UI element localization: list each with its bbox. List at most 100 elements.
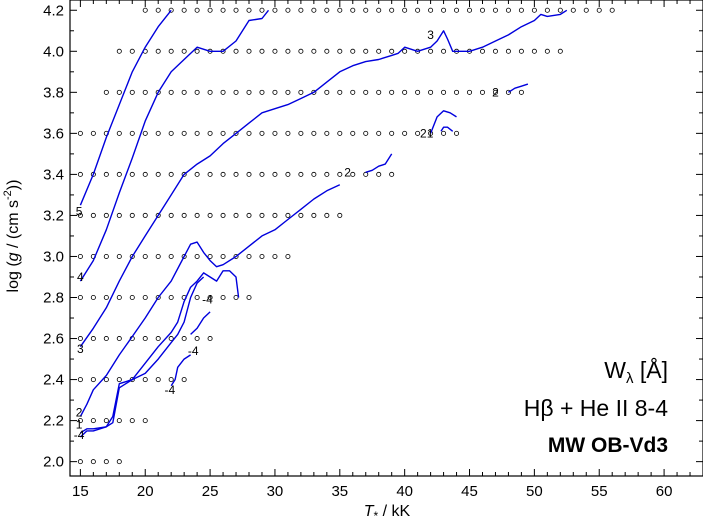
grid-model-point xyxy=(428,130,434,136)
grid-model-point xyxy=(402,89,408,95)
grid-model-point xyxy=(298,171,304,177)
grid-model-point xyxy=(194,253,200,259)
grid-model-point xyxy=(492,48,498,54)
grid-model-point xyxy=(544,7,550,13)
grid-model-point xyxy=(194,130,200,136)
grid-model-point xyxy=(492,7,498,13)
grid-model-point xyxy=(246,89,252,95)
grid-model-point xyxy=(285,130,291,136)
grid-model-point xyxy=(90,459,96,465)
grid-model-point xyxy=(155,48,161,54)
grid-model-point xyxy=(155,171,161,177)
contour-line xyxy=(365,153,393,173)
grid-model-point xyxy=(505,48,511,54)
grid-model-point xyxy=(129,130,135,136)
grid-model-point xyxy=(142,418,148,424)
grid-model-point xyxy=(272,7,278,13)
x-tick-label: 30 xyxy=(267,483,284,500)
grid-model-point xyxy=(103,459,109,465)
grid-model-point xyxy=(77,171,83,177)
y-tick-label: 2.6 xyxy=(43,331,64,348)
grid-model-point xyxy=(272,212,278,218)
grid-model-point xyxy=(285,171,291,177)
grid-model-point xyxy=(311,130,317,136)
contour-label: 3 xyxy=(427,28,434,42)
grid-model-point xyxy=(181,336,187,342)
grid-model-point xyxy=(272,130,278,136)
grid-model-point xyxy=(415,89,421,95)
grid-model-point xyxy=(363,48,369,54)
grid-model-point xyxy=(505,89,511,95)
grid-model-point xyxy=(402,7,408,13)
grid-model-point xyxy=(350,89,356,95)
grid-model-point xyxy=(350,171,356,177)
grid-model-point xyxy=(77,130,83,136)
grid-model-point xyxy=(168,89,174,95)
y-tick-label: 2.4 xyxy=(43,372,64,389)
grid-model-point xyxy=(181,377,187,383)
grid-model-point xyxy=(207,130,213,136)
grid-model-point xyxy=(324,48,330,54)
y-tick-label: 3.8 xyxy=(43,84,64,101)
grid-model-point xyxy=(350,7,356,13)
grid-model-point xyxy=(298,7,304,13)
grid-model-point xyxy=(155,7,161,13)
grid-model-point xyxy=(207,294,213,300)
contour-label: 2 xyxy=(344,165,351,179)
grid-model-point xyxy=(142,130,148,136)
grid-model-point xyxy=(181,48,187,54)
x-tick-label: 40 xyxy=(396,483,413,500)
grid-model-point xyxy=(233,7,239,13)
grid-model-point xyxy=(103,253,109,259)
grid-model-point xyxy=(311,48,317,54)
grid-model-point xyxy=(142,7,148,13)
grid-model-point xyxy=(168,212,174,218)
grid-model-point xyxy=(324,171,330,177)
grid-model-point xyxy=(116,294,122,300)
grid-model-point xyxy=(428,48,434,54)
grid-model-point xyxy=(324,130,330,136)
grid-model-point xyxy=(168,48,174,54)
grid-model-point xyxy=(194,48,200,54)
grid-model-point xyxy=(220,212,226,218)
grid-model-point xyxy=(492,89,498,95)
grid-model-point xyxy=(518,48,524,54)
grid-model-point xyxy=(155,130,161,136)
x-axis-title: T* / kK xyxy=(364,503,411,523)
contour-line xyxy=(80,270,240,434)
grid-model-point xyxy=(155,212,161,218)
grid-model-point xyxy=(155,336,161,342)
contour-label: 1 xyxy=(76,418,83,432)
grid-model-point xyxy=(129,253,135,259)
grid-model-point xyxy=(583,7,589,13)
contour-label: 3 xyxy=(77,342,84,356)
grid-model-point xyxy=(441,130,447,136)
grid-model-point xyxy=(376,48,382,54)
grid-model-point xyxy=(285,89,291,95)
x-tick-label: 15 xyxy=(72,483,89,500)
grid-model-point xyxy=(168,377,174,383)
y-tick-label: 2.8 xyxy=(43,290,64,307)
grid-model-point xyxy=(116,171,122,177)
grid-model-point xyxy=(90,130,96,136)
grid-model-point xyxy=(518,7,524,13)
x-tick-label: 60 xyxy=(656,483,673,500)
grid-model-point xyxy=(324,89,330,95)
contour-label: 4 xyxy=(77,270,84,284)
grid-model-point xyxy=(259,7,265,13)
grid-model-point xyxy=(103,171,109,177)
grid-model-point xyxy=(142,171,148,177)
contour-line xyxy=(170,354,191,387)
grid-model-point xyxy=(454,130,460,136)
grid-model-point xyxy=(389,7,395,13)
grid-model-point xyxy=(246,212,252,218)
grid-model-point xyxy=(155,294,161,300)
grid-model-point xyxy=(596,7,602,13)
grid-model-point xyxy=(285,212,291,218)
grid-model-point xyxy=(77,377,83,383)
grid-model-point xyxy=(454,89,460,95)
grid-model-point xyxy=(220,253,226,259)
grid-model-point xyxy=(376,171,382,177)
contour-line xyxy=(79,184,341,417)
grid-model-point xyxy=(441,48,447,54)
